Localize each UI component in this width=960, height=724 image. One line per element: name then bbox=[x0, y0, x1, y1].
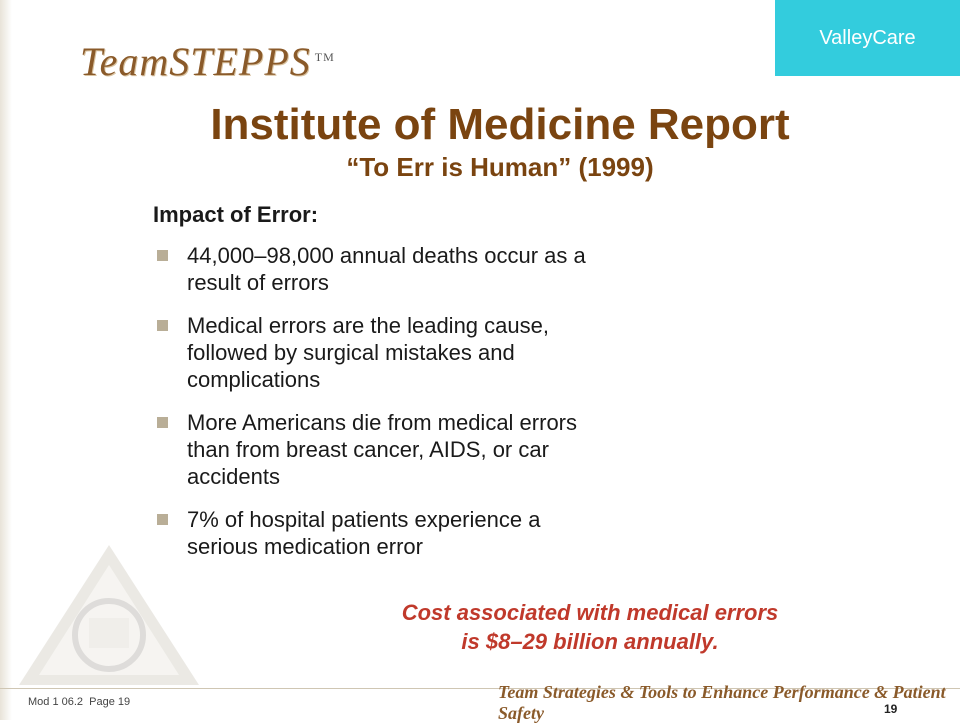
bullet-item: Medical errors are the leading cause, fo… bbox=[155, 312, 605, 393]
section-heading: Impact of Error: bbox=[153, 202, 319, 227]
module-label: Mod 1 06.2 bbox=[28, 696, 84, 708]
triangle-watermark-icon bbox=[19, 545, 199, 685]
page-number: 19 bbox=[884, 702, 898, 716]
bullet-square-icon bbox=[157, 250, 168, 261]
slide-subtitle: “To Err is Human” (1999) bbox=[346, 152, 654, 182]
bullet-square-icon bbox=[157, 514, 168, 525]
trademark-mark: TM bbox=[314, 49, 335, 64]
bullet-square-icon bbox=[157, 320, 168, 331]
footer-module-info: Mod 1 06.2 Page 19 bbox=[28, 696, 130, 708]
org-name: ValleyCare bbox=[819, 26, 916, 49]
cost-callout: Cost associated with medical errors is $… bbox=[330, 598, 850, 656]
footer-divider bbox=[0, 688, 960, 689]
bullet-text: 44,000–98,000 annual deaths occur as a r… bbox=[187, 243, 586, 295]
left-edge-shade bbox=[0, 0, 12, 720]
page-label: Page 19 bbox=[89, 696, 131, 708]
bullet-square-icon bbox=[157, 417, 168, 428]
callout-line-1: Cost associated with medical errors bbox=[401, 600, 779, 625]
org-name-box: ValleyCare bbox=[775, 0, 960, 76]
bullet-item: 7% of hospital patients experience a ser… bbox=[155, 506, 605, 560]
callout-line-2: is $8–29 billion annually. bbox=[461, 629, 719, 654]
bullet-list: 44,000–98,000 annual deaths occur as a r… bbox=[155, 242, 605, 576]
footer-tagline: Team Strategies & Tools to Enhance Perfo… bbox=[498, 682, 946, 723]
bullet-text: 7% of hospital patients experience a ser… bbox=[187, 507, 541, 559]
slide-title: Institute of Medicine Report bbox=[210, 100, 790, 149]
logo-text: TeamSTEPPS bbox=[80, 39, 311, 84]
bullet-text: More Americans die from medical errors t… bbox=[187, 410, 578, 489]
teamstepps-logo: TeamSTEPPS TM bbox=[80, 38, 335, 85]
bullet-item: More Americans die from medical errors t… bbox=[155, 409, 605, 490]
bullet-item: 44,000–98,000 annual deaths occur as a r… bbox=[155, 242, 605, 296]
bullet-text: Medical errors are the leading cause, fo… bbox=[187, 313, 549, 392]
